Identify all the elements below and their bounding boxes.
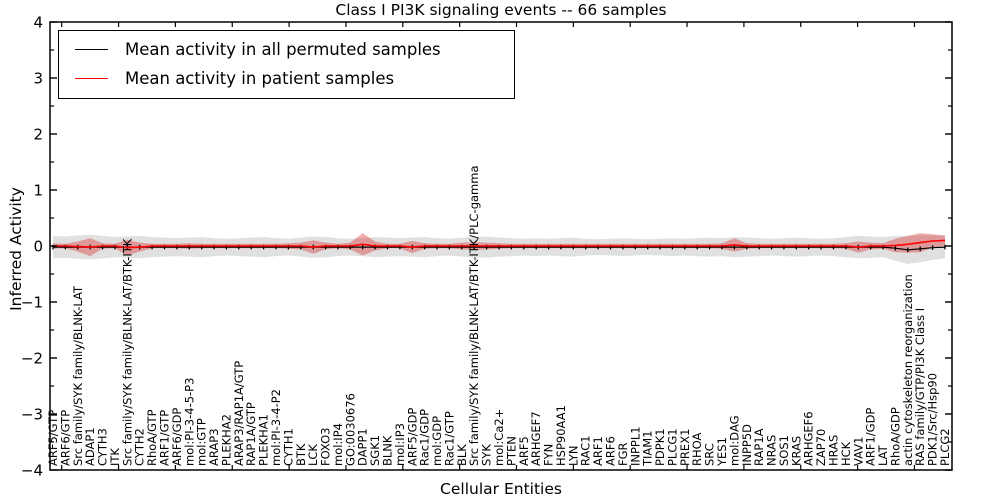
x-category-label: LYN [566,445,580,466]
permuted-line-swatch-icon [75,49,108,50]
patient-line-swatch-icon [75,78,108,79]
y-tick-label: 4 [33,14,43,32]
x-category-label: ZAP70 [814,429,828,466]
x-category-label: LAT [876,444,890,466]
x-category-label: ARAP3 [207,428,221,466]
x-category-label: SYK [480,444,494,466]
x-category-label: LCK [306,444,320,466]
x-axis-title: Cellular Entities [440,480,562,498]
y-tick-label: −1 [21,294,43,312]
x-category-label: ARAP3/RAP1A/GTP [232,361,246,466]
x-category-label: RAS family/GTP/PI3K Class I [913,308,927,466]
x-category-label: RAC1 [579,435,593,466]
x-category-label: RhoA/GTP [145,409,159,466]
x-category-label: CYTH1 [281,428,295,466]
x-category-label: ADAP1 [83,427,97,466]
x-category-label: ARHGEF6 [802,411,816,466]
x-category-label: Src family/SYK family/BLNK-LAT/BTK-ITK [120,238,134,466]
x-category-label: PLEKHA1 [257,414,271,466]
x-category-label: Src family/SYK family/BLNK-LAT [71,285,85,466]
x-category-label: RhoA/GDP [888,407,902,466]
x-category-label: PDK1/Src/Hsp90 [926,373,940,466]
x-category-label: YES1 [715,437,729,467]
x-category-label: mol:IP4 [331,423,345,466]
x-category-label: ARF6/GDP [170,408,184,466]
x-category-label: VAV1 [851,437,865,466]
x-category-label: mol:IP3 [393,423,407,466]
x-category-label: DAPP1 [356,428,370,466]
x-category-label: HRAS [827,435,841,466]
y-axis-title: Inferred Activity [7,187,25,311]
x-category-label: HSP90AA1 [554,405,568,466]
legend-label-permuted: Mean activity in all permuted samples [125,40,441,59]
legend-item-patient: Mean activity in patient samples [59,64,514,93]
permuted-mean-markers [52,244,946,253]
x-category-label: ARF1/GDP [864,408,878,466]
y-tick-label: 1 [33,182,43,200]
patient-std-band [53,233,945,257]
x-category-label: KRAS [789,436,803,466]
x-category-label: SOS1 [777,435,791,466]
x-category-label: CYTH2 [133,428,147,466]
x-category-label: FOXO3 [319,428,333,466]
x-category-label: SGK1 [368,435,382,466]
x-category-label: Src family/SYK family/BLNK-LAT/BTK-ITK/P… [467,166,481,467]
x-category-label: mol:GTP [195,418,209,466]
x-category-label: BLK [455,444,469,466]
x-category-label: ARF5/GDP [405,408,419,466]
x-category-label: INPPL1 [628,426,642,466]
x-category-label: PLEKHA2 [219,414,233,466]
x-category-label: mol:PI-3-4-5-P3 [182,378,196,466]
x-category-label: RHOA [690,433,704,466]
x-category-label: mol:PI-3-4-P2 [269,389,283,466]
x-category-label: TIAM1 [641,430,655,467]
x-category-label: Rac1/GDP [418,409,432,466]
x-category-label: PTEN [504,436,518,466]
y-tick-label: 2 [33,126,43,144]
legend: Mean activity in all permuted samples Me… [58,30,515,99]
y-tick-label: −2 [21,350,43,368]
chart-title: Class I PI3K signaling events -- 66 samp… [335,1,667,19]
x-category-label: BLNK [381,435,395,466]
x-category-label: PLCG1 [665,428,679,466]
x-category-label: ARF5/GTP [46,410,60,466]
x-category-label: RAP1A [752,428,766,466]
y-tick-label: −4 [21,462,43,480]
y-tick-label: 3 [33,70,43,88]
x-category-label: PREX1 [678,429,692,466]
patient-mean-line [53,239,946,249]
x-category-label: ARHGEF7 [529,411,543,466]
x-category-label: FYN [542,444,556,466]
x-category-label: ITK [108,448,122,466]
x-category-label: FGR [616,442,630,466]
x-category-label: BTK [294,443,308,466]
x-category-label: ARF1/GTP [158,410,172,466]
x-category-label: CYTH3 [96,428,110,466]
legend-item-permuted: Mean activity in all permuted samples [59,35,514,64]
y-tick-label: 0 [33,238,43,256]
x-category-label: Rac1/GTP [442,411,456,466]
x-category-label: NRAS [765,435,779,466]
x-category-label: actin cytoskeleton reorganization [901,274,915,466]
x-category-label: GO:0030676 [343,393,357,466]
x-category-label: PDPK1 [653,428,667,466]
x-category-label: INPP5D [740,424,754,466]
x-category-label: ARF5 [517,436,531,466]
x-category-label: mol:Ca2+ [492,409,506,466]
x-category-label: mol:DAG [727,415,741,466]
x-category-label: HCK [839,441,853,466]
x-category-label: ARF1 [591,436,605,466]
x-category-label: ARF6/GTP [58,410,72,466]
x-category-label: ARF6 [604,436,618,466]
x-category-label: SRC [703,443,717,466]
x-category-label: PLCG2 [938,428,952,466]
legend-label-patient: Mean activity in patient samples [125,69,395,88]
x-category-label: RAP1A/GTP [244,402,258,466]
x-category-label: mol:GDP [430,416,444,466]
y-tick-label: −3 [21,406,43,424]
